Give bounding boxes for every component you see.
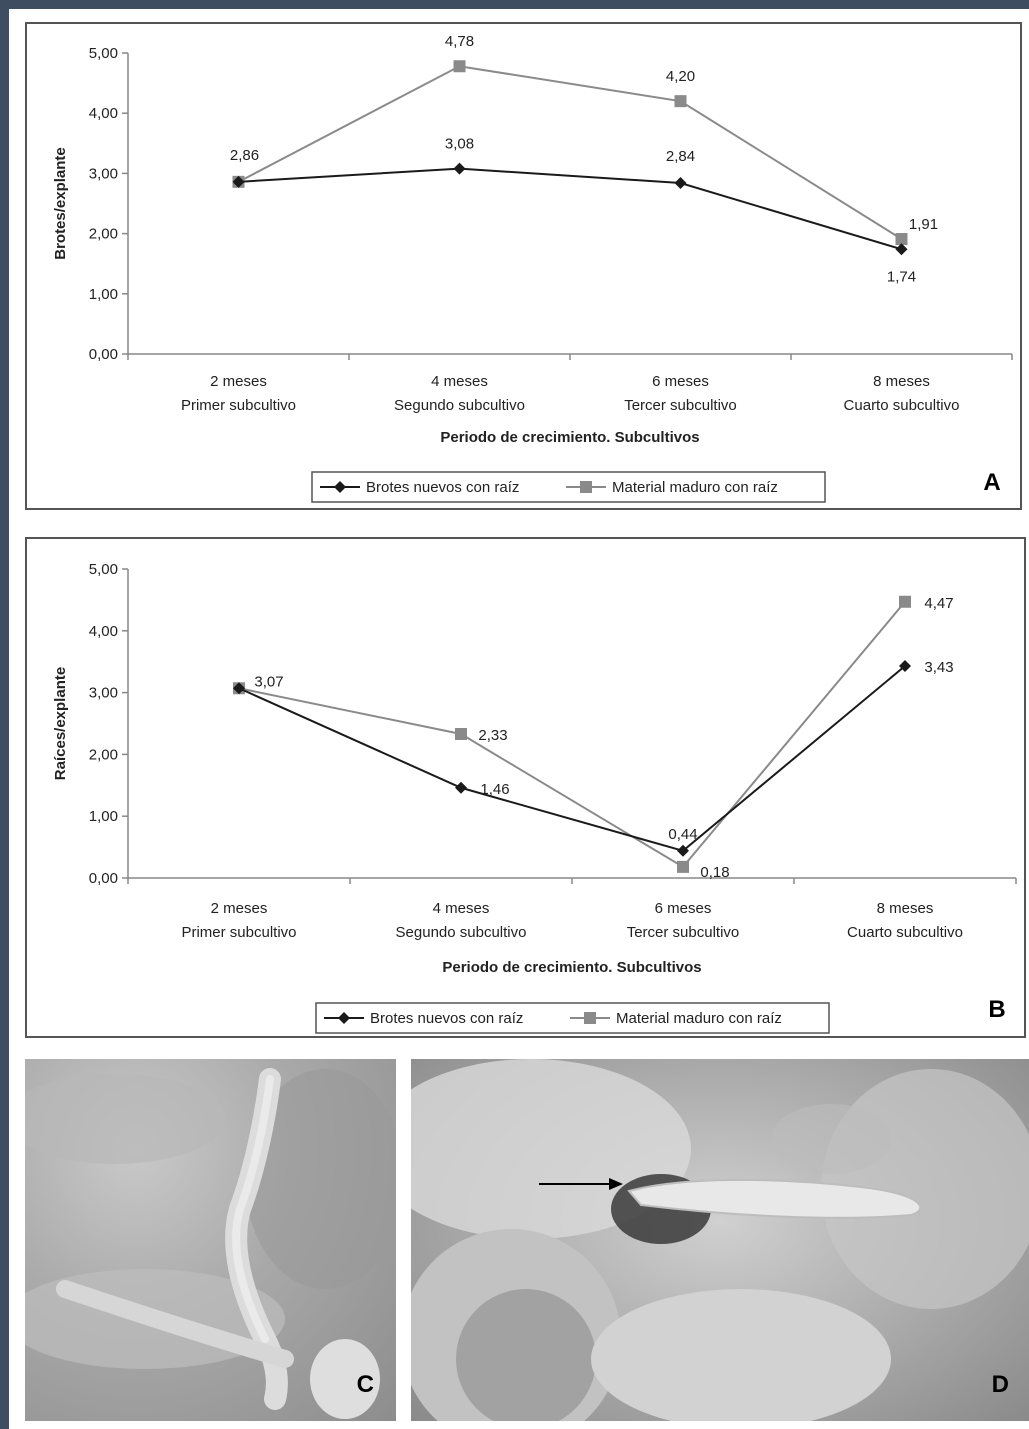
- data-point: [455, 728, 467, 741]
- x-tick-label: Primer subcultivo: [181, 397, 296, 414]
- x-tick-label: Tercer subcultivo: [627, 924, 740, 941]
- y-tick-label: 5,00: [89, 45, 118, 62]
- data-label: 4,47: [924, 595, 953, 612]
- series-line: [238, 167, 902, 251]
- chart-panel-a: 0,00 1,00 2,00 3,00 4,00 5,00 2 meses Primer su…: [25, 22, 1022, 510]
- series-line: [238, 665, 906, 852]
- legend-entry: Brotes nuevos con raíz: [370, 1010, 523, 1027]
- x-tick-label: Primer subcultivo: [181, 924, 296, 941]
- chart-panel-b: 0,00 1,00 2,00 3,00 4,00 5,00 2 meses Primer su…: [25, 537, 1026, 1038]
- data-point: [895, 233, 908, 246]
- y-tick-label: 5,00: [89, 561, 118, 578]
- legend-entry: Brotes nuevos con raíz: [366, 479, 519, 496]
- data-point: [895, 243, 908, 256]
- x-tick-label: 8 meses: [873, 373, 930, 390]
- data-label: 0,18: [700, 864, 729, 881]
- legend-entry: Material maduro con raíz: [612, 479, 778, 496]
- y-axis-title: Brotes/explante: [52, 147, 69, 260]
- data-label: 4,20: [666, 68, 695, 85]
- data-point: [453, 60, 466, 73]
- legend-marker: [338, 1012, 350, 1024]
- frame-top-border: [0, 0, 1029, 9]
- x-tick-label: Cuarto subcultivo: [844, 397, 960, 414]
- legend-box: [315, 1002, 830, 1034]
- y-tick-label: 4,00: [89, 623, 118, 640]
- data-label: 2,84: [666, 148, 695, 165]
- panel-label: A: [983, 469, 1000, 496]
- legend-marker: [334, 481, 346, 493]
- data-point: [677, 844, 689, 857]
- y-tick-label: 2,00: [89, 746, 118, 763]
- data-label: 1,91: [909, 216, 938, 233]
- y-tick-label: 1,00: [89, 286, 118, 303]
- data-label: 3,07: [254, 673, 283, 690]
- series-line: [238, 65, 903, 240]
- x-tick-label: 2 meses: [211, 900, 268, 917]
- y-axis-title: Raíces/explante: [52, 667, 69, 780]
- y-tick-label: 0,00: [89, 870, 118, 887]
- y-tick-label: 2,00: [89, 226, 118, 243]
- x-tick-label: 2 meses: [210, 373, 267, 390]
- data-point: [899, 660, 911, 673]
- y-tick-label: 0,00: [89, 346, 118, 363]
- data-point: [233, 682, 245, 695]
- legend-marker: [584, 1012, 596, 1024]
- x-tick-label: 4 meses: [433, 900, 490, 917]
- photo-c: C: [25, 1059, 396, 1421]
- data-label: 0,44: [668, 826, 697, 843]
- y-tick-label: 4,00: [89, 105, 118, 122]
- x-tick-label: Cuarto subcultivo: [847, 924, 963, 941]
- data-label: 2,33: [478, 727, 507, 744]
- legend-entry: Material maduro con raíz: [616, 1010, 782, 1027]
- data-point: [899, 595, 911, 608]
- x-axis-title: Periodo de crecimiento. Subcultivos: [440, 429, 699, 446]
- x-axis-title: Periodo de crecimiento. Subcultivos: [442, 959, 701, 976]
- data-point: [455, 781, 467, 794]
- data-point: [674, 95, 687, 108]
- x-tick-label: 6 meses: [652, 373, 709, 390]
- data-point: [677, 860, 689, 873]
- photo-d: D: [411, 1059, 1029, 1421]
- x-tick-label: Segundo subcultivo: [396, 924, 527, 941]
- data-point: [674, 177, 687, 190]
- y-tick-label: 1,00: [89, 808, 118, 825]
- frame-left-border: [0, 0, 9, 1429]
- x-tick-label: Segundo subcultivo: [394, 397, 525, 414]
- chart-a-svg: 0,00 1,00 2,00 3,00 4,00 5,00 2 meses Primer su…: [52, 33, 1013, 503]
- x-tick-label: 4 meses: [431, 373, 488, 390]
- photo-c-image: [25, 1068, 396, 1419]
- chart-b-svg: 0,00 1,00 2,00 3,00 4,00 5,00 2 meses Primer su…: [52, 561, 1017, 1034]
- data-label: 1,46: [480, 781, 509, 798]
- x-tick-label: Tercer subcultivo: [624, 397, 737, 414]
- pointer-arrowhead: [609, 1178, 623, 1190]
- legend-marker: [580, 481, 592, 493]
- data-point: [453, 162, 466, 175]
- x-tick-label: 6 meses: [655, 900, 712, 917]
- data-label: 2,86: [230, 147, 259, 164]
- photo-d-label: D: [991, 1371, 1009, 1398]
- photo-c-label: C: [356, 1371, 374, 1398]
- panel-label: B: [988, 996, 1005, 1023]
- y-tick-label: 3,00: [89, 165, 118, 182]
- y-tick-label: 3,00: [89, 685, 118, 702]
- data-label: 3,43: [924, 659, 953, 676]
- data-label: 4,78: [445, 33, 474, 50]
- data-point: [232, 175, 245, 188]
- photo-d-image: [411, 1059, 1029, 1421]
- series-line: [238, 601, 906, 869]
- data-label: 1,74: [887, 268, 916, 285]
- data-label: 3,08: [445, 136, 474, 153]
- x-tick-label: 8 meses: [877, 900, 934, 917]
